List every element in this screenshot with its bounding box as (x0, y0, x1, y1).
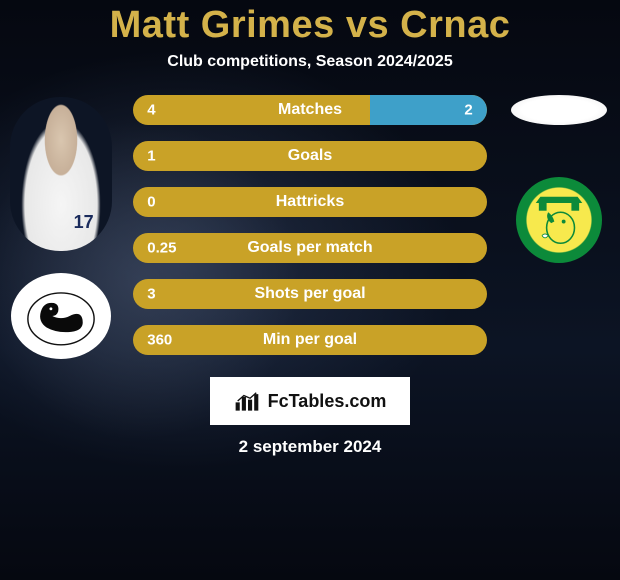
stat-bar: 0.25Goals per match (133, 233, 487, 263)
watermark-text: FcTables.com (268, 391, 387, 412)
stat-bar: 4Matches2 (133, 95, 487, 125)
stat-label: Min per goal (133, 331, 487, 349)
stat-bar: 1Goals (133, 141, 487, 171)
stat-bar: 0Hattricks (133, 187, 487, 217)
player2-name: Crnac (400, 4, 510, 46)
stat-label: Hattricks (133, 193, 487, 211)
player1-club-badge (11, 273, 111, 359)
left-side (6, 95, 115, 359)
norwich-canary-icon (528, 189, 590, 251)
player1-name: Matt Grimes (110, 4, 335, 46)
stat-label: Goals (133, 147, 487, 165)
player2-avatar-placeholder (511, 95, 607, 125)
swansea-swan-icon (25, 285, 97, 347)
comparison-card: Matt Grimes vs Crnac Club competitions, … (0, 0, 620, 580)
player2-club-badge (516, 177, 602, 263)
date-label: 2 september 2024 (0, 437, 620, 457)
stat-bar: 3Shots per goal (133, 279, 487, 309)
vs-label: vs (346, 4, 389, 46)
subtitle: Club competitions, Season 2024/2025 (0, 53, 620, 71)
stat-bars: 4Matches2 1Goals 0Hattricks 0.25Goals per m… (133, 95, 487, 355)
stat-label: Goals per match (133, 239, 487, 257)
fctables-logo-icon (234, 390, 262, 412)
watermark: FcTables.com (210, 377, 410, 425)
stat-label: Shots per goal (133, 285, 487, 303)
main-row: 4Matches2 1Goals 0Hattricks 0.25Goals per m… (0, 95, 620, 359)
player1-avatar (10, 97, 112, 251)
stat-value-right: 2 (464, 102, 472, 119)
right-side (505, 95, 614, 263)
stat-bar: 360Min per goal (133, 325, 487, 355)
stat-label: Matches (133, 101, 487, 119)
page-title: Matt Grimes vs Crnac (0, 4, 620, 47)
